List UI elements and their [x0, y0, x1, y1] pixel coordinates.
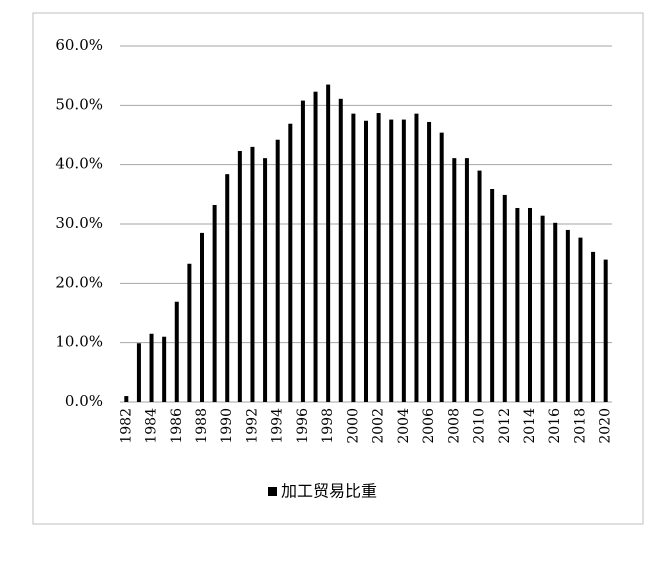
bar: [149, 333, 154, 402]
x-tick-label: 1998: [320, 408, 336, 444]
bar: [326, 84, 331, 403]
x-tick-label: 2008: [446, 408, 462, 444]
bar: [452, 158, 457, 402]
bar: [174, 301, 179, 402]
y-tick-label: 50.0%: [55, 95, 103, 113]
bar: [515, 207, 520, 402]
bar: [528, 207, 532, 402]
bar: [313, 91, 318, 402]
bar: [338, 98, 343, 402]
bar: [401, 119, 406, 402]
legend-swatch: [268, 487, 277, 496]
bar: [263, 158, 268, 402]
bar: [565, 229, 570, 402]
bar: [439, 132, 444, 403]
x-tick-label: 2014: [522, 408, 538, 444]
y-tick-label: 0.0%: [65, 392, 103, 410]
x-tick-label: 1986: [169, 408, 185, 444]
bar: [288, 123, 293, 402]
y-tick-label: 40.0%: [55, 155, 103, 173]
bar: [275, 139, 280, 402]
legend-label: 加工贸易比重: [281, 482, 377, 501]
x-tick-label: 2000: [345, 408, 361, 444]
bar: [490, 188, 495, 402]
bar: [414, 113, 419, 402]
x-tick-label: 2012: [497, 408, 513, 444]
y-tick-label: 20.0%: [55, 273, 103, 291]
x-tick-label: 2010: [472, 408, 488, 444]
x-tick-label: 2002: [371, 408, 387, 444]
bar: [187, 263, 192, 402]
bar: [300, 100, 305, 402]
bar: [136, 343, 141, 402]
y-tick-label: 60.0%: [55, 36, 103, 54]
bar: [464, 158, 469, 402]
bar: [212, 205, 217, 402]
x-tick-label: 1990: [219, 408, 235, 444]
bar: [603, 259, 608, 402]
bar: [389, 119, 394, 402]
bar: [162, 336, 167, 402]
x-tick-label: 2018: [572, 408, 588, 444]
x-tick-label: 1988: [194, 408, 210, 444]
bar: [502, 194, 507, 402]
bar: [553, 222, 558, 402]
bar: [237, 151, 242, 402]
bar: [225, 174, 230, 402]
x-tick-label: 1982: [118, 408, 134, 444]
y-tick-label: 30.0%: [55, 214, 103, 232]
bar: [376, 113, 381, 403]
x-tick-label: 2020: [598, 408, 614, 444]
bar: [250, 146, 255, 402]
x-tick-label: 2016: [547, 408, 563, 444]
bar: [124, 396, 129, 402]
x-tick-label: 2006: [421, 408, 437, 444]
bar: [200, 232, 204, 402]
bar: [351, 113, 356, 402]
bar: [540, 215, 545, 402]
bar: [578, 237, 583, 402]
bar: [427, 121, 432, 403]
bar: [591, 251, 596, 402]
x-tick-label: 1992: [244, 408, 260, 444]
y-tick-label: 10.0%: [55, 333, 103, 351]
x-tick-label: 2004: [396, 408, 412, 444]
bar: [364, 120, 368, 402]
chart-frame: [32, 12, 644, 525]
x-tick-label: 1996: [295, 408, 311, 444]
x-tick-label: 1984: [144, 408, 160, 444]
bar: [477, 170, 482, 402]
x-tick-label: 1994: [270, 408, 286, 444]
